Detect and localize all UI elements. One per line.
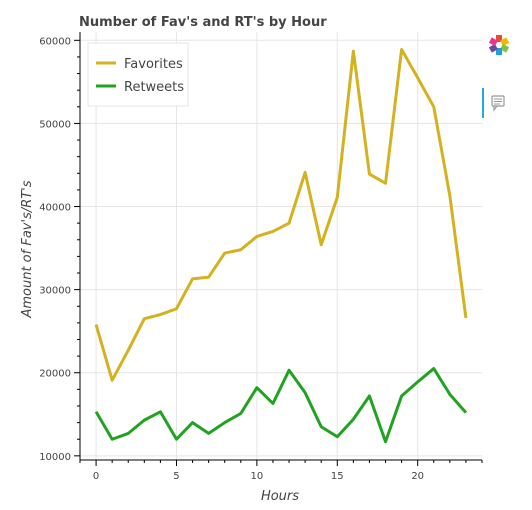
bokeh-logo-icon[interactable] bbox=[488, 34, 510, 56]
y-tick-label: 60000 bbox=[39, 36, 71, 47]
active-tool-indicator bbox=[482, 88, 484, 118]
series-line-retweets bbox=[94, 367, 468, 444]
legend-label-favorites: Favorites bbox=[124, 57, 183, 72]
y-tick-label: 30000 bbox=[39, 286, 71, 297]
y-tick-label: 40000 bbox=[39, 203, 71, 214]
x-tick-label: 15 bbox=[331, 471, 344, 482]
legend-label-retweets: Retweets bbox=[124, 80, 184, 95]
x-tick-label: 0 bbox=[93, 471, 99, 482]
y-axis-title: Amount of Fav's/RT's bbox=[20, 180, 35, 318]
y-tick-label: 50000 bbox=[39, 119, 71, 130]
legend: Favorites Retweets bbox=[87, 42, 189, 107]
hover-tool-icon bbox=[491, 95, 505, 112]
series-lines bbox=[94, 47, 468, 444]
x-tick-label: 5 bbox=[173, 471, 179, 482]
x-tick-label: 20 bbox=[411, 471, 424, 482]
axes: 0 5 10 15 20 10000 20000 30000 40000 50000 60000 bbox=[39, 32, 483, 482]
series-line-favorites bbox=[94, 47, 468, 382]
x-tick-label: 10 bbox=[251, 471, 264, 482]
y-tick-label: 10000 bbox=[39, 452, 71, 463]
hover-tool-button[interactable] bbox=[482, 88, 512, 118]
x-axis-title: Hours bbox=[261, 489, 299, 504]
y-tick-label: 20000 bbox=[39, 369, 71, 380]
chart-title: Number of Fav's and RT's by Hour bbox=[79, 15, 327, 30]
legend-box bbox=[87, 42, 189, 107]
